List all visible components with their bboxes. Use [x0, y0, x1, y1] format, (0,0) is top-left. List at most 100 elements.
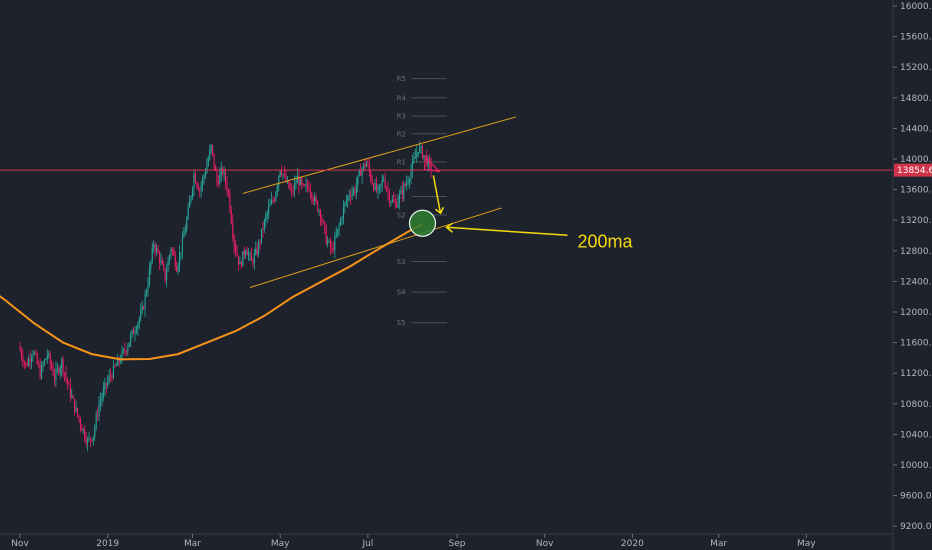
candle-body [296, 175, 298, 184]
candle-body [393, 199, 395, 202]
candle-body [417, 152, 419, 154]
candle-body [214, 167, 217, 171]
candle-body [42, 364, 44, 366]
candle-body [226, 182, 228, 192]
candle-body [383, 179, 385, 181]
y-tick-label: 15600.0 [900, 33, 932, 43]
candle-body [335, 234, 337, 237]
candle-body [396, 203, 398, 208]
candle-body [76, 407, 79, 416]
pivot-label: S5 [397, 319, 406, 327]
candle-body [68, 383, 70, 385]
candle-body [128, 342, 130, 347]
candle-body [104, 383, 106, 390]
candle-body [223, 171, 225, 174]
candle-body [268, 206, 270, 213]
target-circle [408, 209, 437, 237]
candle-body [46, 355, 48, 359]
candle-body [377, 188, 379, 191]
candle-body [177, 264, 179, 272]
candle-body [308, 187, 310, 191]
candle-body [194, 173, 196, 183]
candle-body [72, 395, 74, 399]
candle-body [371, 180, 373, 185]
candle-body [150, 261, 152, 269]
candle-body [163, 264, 165, 269]
candle-body [245, 251, 247, 255]
x-tick-label: Mar [184, 539, 201, 549]
y-tick-label: 16000.0 [900, 2, 932, 12]
candle-body [386, 187, 388, 190]
candle-body [110, 375, 112, 377]
x-tick-label: Sep [449, 539, 466, 549]
candle-body [217, 181, 219, 185]
candle-body [39, 365, 41, 378]
candle-body [243, 251, 245, 255]
pivot-label: R5 [397, 75, 406, 83]
candle-body [355, 185, 357, 194]
candle-body [314, 196, 316, 202]
candle-body [262, 228, 264, 230]
pivot-levels: R5 R4 R3 R2 R1 S1 S2 S3 S4 S5 [397, 75, 447, 327]
candle-body [357, 175, 359, 186]
candle-body [236, 251, 238, 256]
candle-body [23, 362, 25, 364]
candle-body [180, 252, 182, 254]
x-tick-label: Jul [361, 539, 373, 549]
candle-body [279, 170, 281, 177]
candle-body [281, 170, 283, 175]
candle-body [378, 185, 380, 189]
candle-body [212, 145, 214, 154]
candle-body [52, 368, 54, 376]
candles [19, 141, 432, 452]
candle-body [317, 201, 319, 211]
pivot-label: S3 [397, 258, 406, 266]
y-tick-label: 11200.0 [900, 369, 932, 379]
candle-body [263, 220, 265, 230]
candle-body [222, 168, 224, 174]
candle-body [30, 357, 33, 362]
candle-body [209, 150, 211, 160]
candle-body [403, 184, 405, 195]
candle-body [127, 346, 129, 352]
triangle-marker [423, 156, 442, 173]
candle-body [22, 356, 24, 363]
candle-body [311, 193, 313, 199]
candle-body [420, 146, 422, 148]
candle-body [160, 260, 162, 263]
candle-body [381, 180, 383, 184]
candle-body [28, 358, 30, 366]
candle-body [368, 164, 370, 172]
candle-body [294, 183, 296, 192]
candle-body [276, 185, 278, 193]
candle-body [168, 255, 171, 262]
candle-body [350, 195, 352, 197]
pivot-label: R2 [397, 130, 406, 138]
arrow-down-icon [432, 175, 445, 215]
candle-body [183, 234, 185, 238]
candle-body [315, 196, 317, 202]
candle-body [35, 352, 37, 355]
candle-body [380, 183, 382, 186]
candle-body [171, 249, 173, 252]
candle-body [181, 237, 183, 253]
candle-body [158, 253, 160, 263]
last-price-tag-bg [894, 163, 932, 177]
candle-body [364, 163, 366, 167]
y-tick-label: 11600.0 [900, 339, 932, 349]
candle-body [391, 199, 393, 202]
candle-body [124, 349, 126, 352]
candle-body [370, 171, 372, 181]
candle-body [329, 240, 332, 248]
y-tick-label: 13600.0 [900, 186, 932, 196]
candle-body [352, 189, 355, 193]
candle-body [156, 248, 158, 252]
candle-body [97, 414, 99, 416]
candle-body [414, 156, 416, 159]
candle-body [394, 201, 396, 204]
candle-body [260, 228, 263, 243]
candle-body [45, 358, 47, 361]
candle-body [337, 228, 339, 235]
candle-body [61, 359, 63, 368]
